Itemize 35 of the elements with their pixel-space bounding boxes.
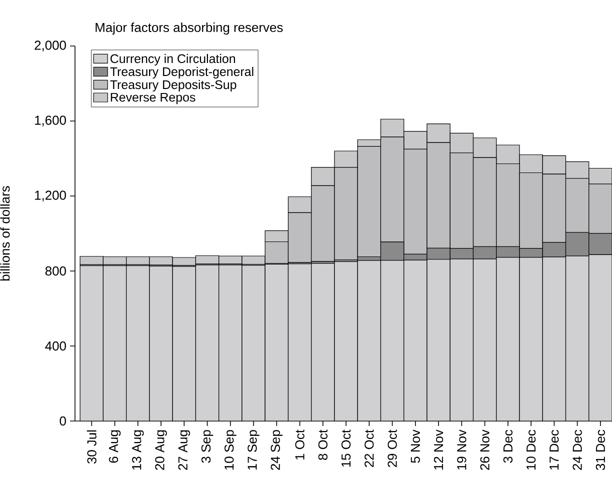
- legend-label: Treasury Deposits-Sup: [110, 80, 236, 92]
- y-tick-label: 2,000: [34, 40, 66, 52]
- x-tick-label: 8 Oct: [318, 430, 328, 460]
- x-tick-label: 10 Dec: [526, 430, 536, 470]
- x-tick-label: 27 Aug: [178, 430, 190, 470]
- y-tick-label: 0: [60, 416, 66, 426]
- legend-label: Currency in Circulation: [110, 54, 236, 66]
- x-tick-label: 3 Dec: [503, 430, 513, 463]
- x-tick-label: 15 Oct: [341, 430, 351, 467]
- x-tick-label: 31 Dec: [596, 430, 606, 470]
- x-tick-label: 6 Aug: [108, 430, 121, 463]
- y-tick-label: 1,200: [35, 190, 66, 202]
- y-tick-label: 800: [45, 266, 66, 276]
- x-tick-label: 5 Nov: [410, 430, 420, 463]
- x-tick-label: 19 Nov: [457, 430, 466, 470]
- x-tick-label: 24 Dec: [572, 430, 582, 470]
- legend-label: Reverse Repos: [110, 92, 196, 104]
- x-tick-label: 26 Nov: [480, 430, 490, 470]
- x-tick-label: 29 Oct: [388, 430, 397, 468]
- x-tick-label: 1 Oct: [295, 430, 304, 460]
- y-tick-label: 1,600: [35, 116, 66, 126]
- x-tick-label: 13 Aug: [132, 430, 144, 470]
- x-tick-label: 10 Sep: [224, 430, 236, 470]
- y-tick-label: 400: [45, 341, 66, 351]
- chart-title: Major factors absorbing reserves: [96, 22, 283, 35]
- y-axis-title: billions of dollars: [0, 186, 10, 281]
- x-tick-label: 20 Aug: [155, 430, 167, 470]
- x-tick-label: 12 Nov: [434, 430, 444, 470]
- x-tick-label: 30 Jul: [86, 430, 96, 464]
- x-tick-label: 24 Sep: [270, 430, 283, 470]
- x-tick-label: 17 Sep: [248, 430, 260, 470]
- x-tick-label: 22 Oct: [364, 430, 374, 468]
- x-tick-label: 3 Sep: [201, 430, 214, 463]
- x-tick-label: 17 Dec: [550, 430, 559, 470]
- legend-label: Treasury Deporist-general: [110, 66, 254, 79]
